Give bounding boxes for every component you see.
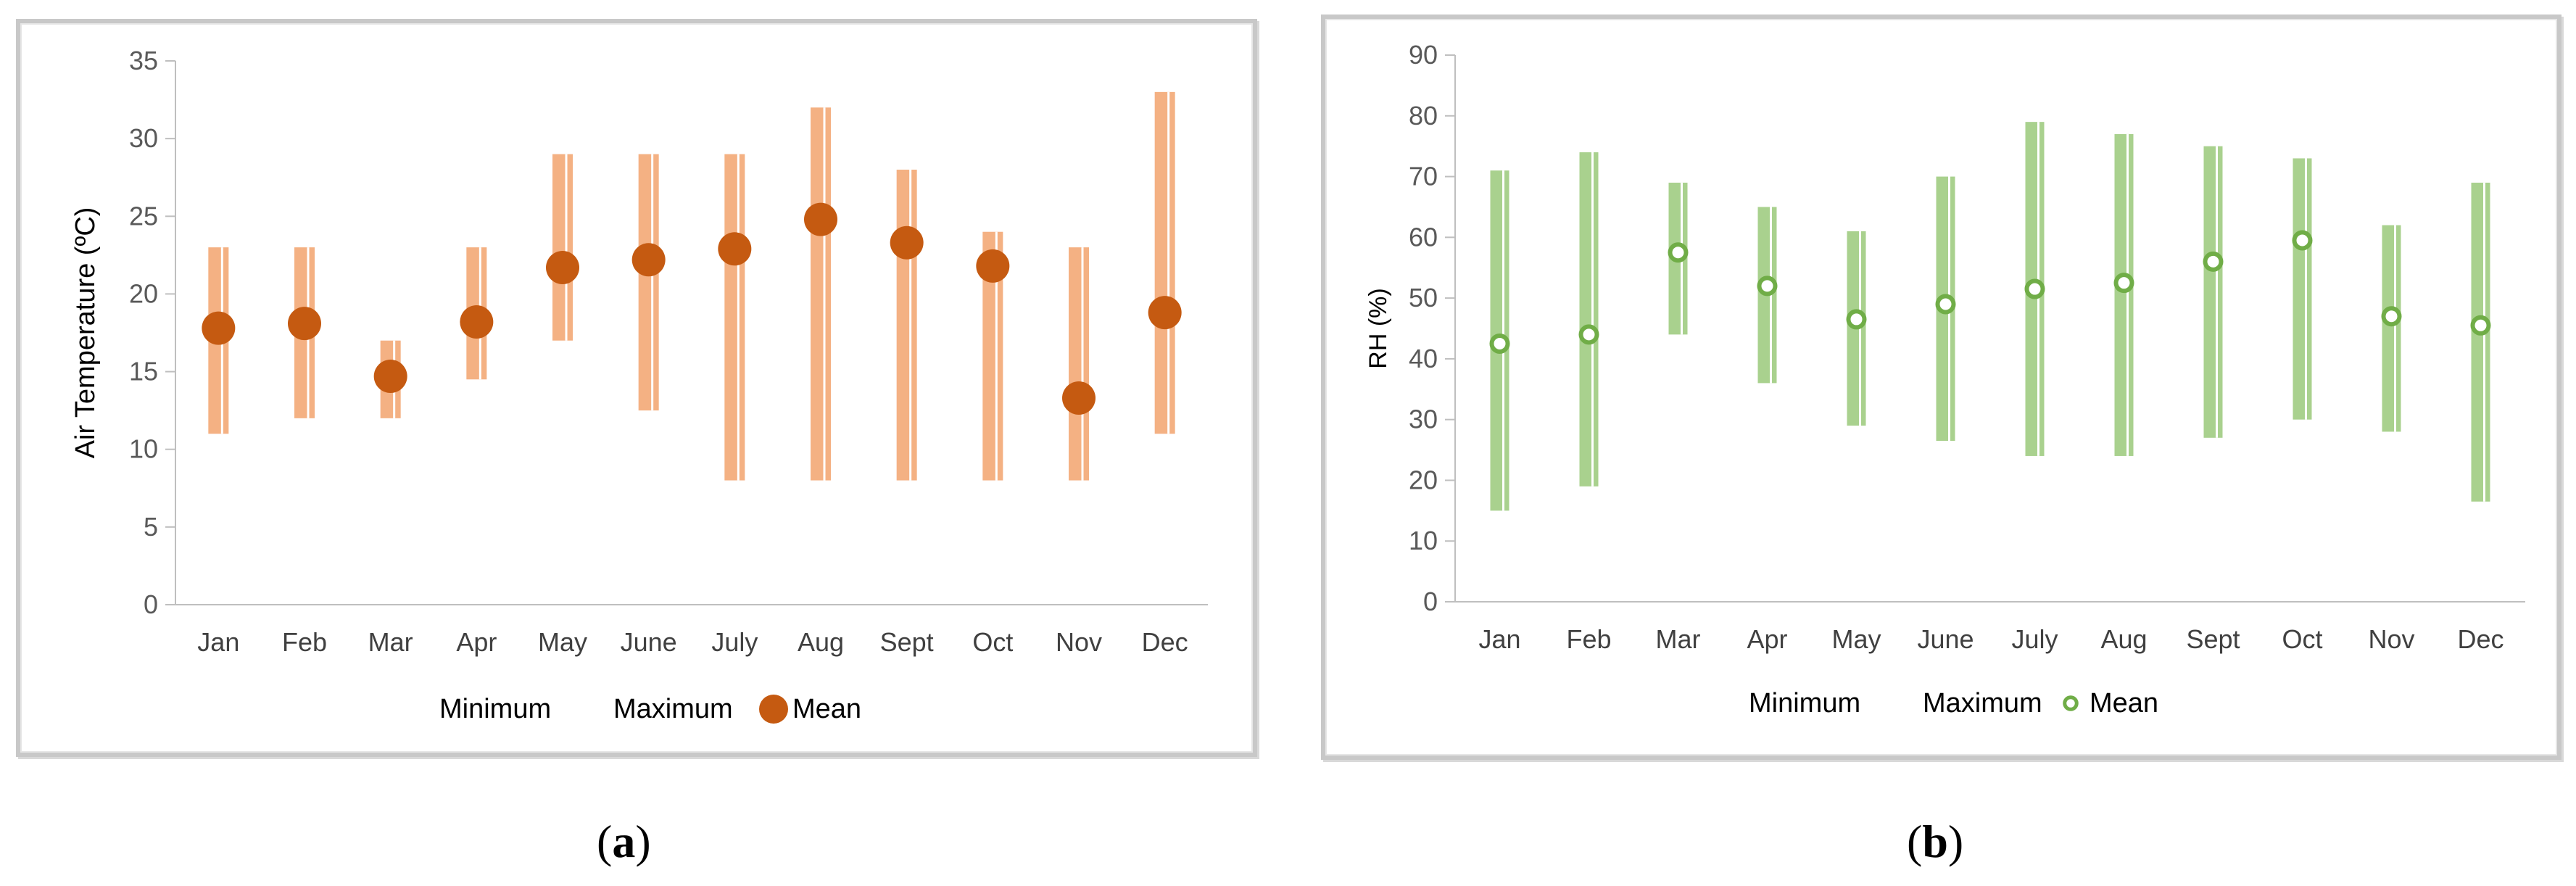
range-bar-may xyxy=(552,154,573,341)
range-bar-oct xyxy=(2293,158,2312,420)
x-tick-label: Mar xyxy=(1656,624,1701,654)
panel-caption-b: (b) xyxy=(1907,816,1964,867)
legend-mean-marker xyxy=(2063,695,2079,711)
mean-point-feb xyxy=(1578,324,1599,345)
mean-point-feb xyxy=(288,307,321,341)
x-tick-label: Dec xyxy=(2457,624,2503,654)
range-bar-dec xyxy=(1154,91,1175,434)
y-tick-label: 25 xyxy=(129,201,158,231)
legend-mean-marker xyxy=(759,695,788,724)
mean-point-apr xyxy=(1757,276,1778,297)
x-tick-label: July xyxy=(711,627,758,657)
mean-point-mar xyxy=(373,360,407,393)
x-tick-label: Apr xyxy=(456,627,497,657)
mean-point-jan xyxy=(1489,333,1510,354)
legend-entry-minimum: Minimum xyxy=(439,694,551,724)
chart-panel-relative-humidity: 0 10 20 30 40 50 60 70 80 90 RH (%) Jan Feb Mar Apr May… xyxy=(1321,15,2561,760)
legend-entry-maximum: Maximum xyxy=(1923,688,2042,719)
x-tick-label: Oct xyxy=(2282,624,2322,654)
chart-panel-air-temperature: 0 5 10 15 20 25 30 35 Air Temperature (ºC) Jan Feb… xyxy=(16,19,1257,757)
y-tick-label: 70 xyxy=(1409,162,1438,191)
y-tick-label: 30 xyxy=(129,123,158,153)
mean-point-dec xyxy=(2470,315,2491,336)
mean-point-june xyxy=(631,243,666,277)
mean-point-nov xyxy=(1062,381,1096,415)
range-bar-nov xyxy=(1069,247,1089,481)
legend-entry-mean: Mean xyxy=(2090,688,2158,719)
range-bar-feb xyxy=(1579,152,1599,487)
y-tick-label: 50 xyxy=(1409,283,1438,312)
x-tick-label: Jan xyxy=(1478,624,1520,654)
air-temperature-chart: 0 5 10 15 20 25 30 35 Air Temperature (ºC) Jan Feb… xyxy=(70,46,1208,724)
x-tick-label: Jan xyxy=(197,627,239,657)
x-tick-label: Aug xyxy=(798,627,844,657)
range-bar-sept xyxy=(896,170,917,481)
range-bar-nov xyxy=(2382,225,2401,432)
y-axis-label: Air Temperature (ºC) xyxy=(70,207,101,459)
mean-point-aug xyxy=(2113,273,2134,294)
mean-point-jan xyxy=(202,311,236,345)
mean-point-may xyxy=(546,251,579,284)
y-tick-label: 0 xyxy=(144,589,158,619)
mean-point-sept xyxy=(2203,251,2224,272)
mean-point-june xyxy=(1935,294,1956,315)
x-tick-label: Mar xyxy=(368,627,413,657)
x-tick-label: Dec xyxy=(1142,627,1188,657)
x-tick-label: Aug xyxy=(2100,624,2147,654)
x-tick-label: Nov xyxy=(1056,627,1102,657)
mean-point-sept xyxy=(890,225,924,260)
x-tick-label: June xyxy=(621,627,677,657)
mean-point-apr xyxy=(460,305,494,339)
x-tick-label: Sept xyxy=(2186,624,2240,654)
relative-humidity-chart: 0 10 20 30 40 50 60 70 80 90 RH (%) Jan Feb Mar Apr May… xyxy=(1364,40,2525,719)
y-tick-label: 5 xyxy=(144,512,158,542)
mean-point-aug xyxy=(804,202,837,236)
range-bar-aug xyxy=(811,107,831,481)
x-tick-label: Nov xyxy=(2368,624,2414,654)
y-axis-label: RH (%) xyxy=(1364,288,1392,368)
y-tick-label: 90 xyxy=(1409,40,1438,70)
y-tick-label: 15 xyxy=(129,357,158,386)
y-tick-label: 60 xyxy=(1409,222,1438,252)
mean-point-oct xyxy=(976,249,1010,283)
y-tick-label: 10 xyxy=(129,434,158,464)
y-tick-label: 40 xyxy=(1409,344,1438,373)
y-tick-label: 35 xyxy=(129,46,158,75)
x-tick-label: Feb xyxy=(1566,624,1611,654)
range-bar-june xyxy=(638,154,659,411)
x-tick-label: Sept xyxy=(880,627,934,657)
x-tick-label: Apr xyxy=(1747,624,1787,654)
y-tick-label: 0 xyxy=(1423,587,1438,616)
mean-point-may xyxy=(1846,309,1867,330)
range-bar-sept xyxy=(2203,146,2223,438)
mean-point-oct xyxy=(2292,230,2313,251)
mean-point-july xyxy=(2024,278,2045,299)
mean-point-mar xyxy=(1668,242,1689,263)
legend-entry-minimum: Minimum xyxy=(1749,688,1860,719)
range-bar-july xyxy=(724,154,745,481)
x-tick-label: May xyxy=(538,627,587,657)
mean-point-dec xyxy=(1148,296,1182,330)
legend-entry-mean: Mean xyxy=(792,694,861,724)
y-tick-label: 20 xyxy=(1409,465,1438,494)
x-tick-label: June xyxy=(1917,624,1974,654)
panel-caption-a: (a) xyxy=(597,816,651,867)
x-tick-label: May xyxy=(1831,624,1881,654)
range-bar-aug xyxy=(2114,133,2134,456)
x-tick-label: Oct xyxy=(972,627,1013,657)
y-tick-label: 10 xyxy=(1409,526,1438,555)
range-bar-dec xyxy=(2471,182,2490,502)
y-tick-label: 20 xyxy=(129,278,158,308)
mean-point-july xyxy=(718,232,752,266)
mean-point-nov xyxy=(2381,306,2402,327)
y-tick-label: 30 xyxy=(1409,405,1438,434)
x-tick-label: Feb xyxy=(282,627,327,657)
x-tick-label: July xyxy=(2011,624,2058,654)
y-tick-label: 80 xyxy=(1409,101,1438,131)
legend-entry-maximum: Maximum xyxy=(613,694,733,724)
